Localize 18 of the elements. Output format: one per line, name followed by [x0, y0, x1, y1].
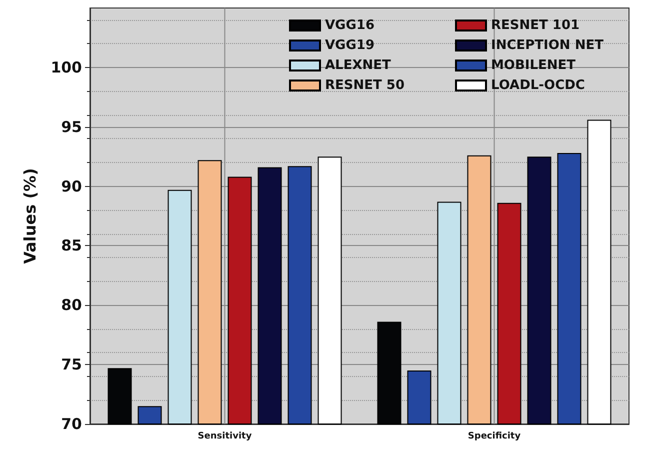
legend-label: RESNET 101 [491, 18, 580, 33]
legend-label: ALEXNET [325, 58, 392, 73]
y-axis-title: Values (%) [20, 168, 40, 264]
y-tick-label: 80 [61, 296, 82, 314]
legend-label: VGG16 [325, 18, 374, 33]
legend-label: LOADL-OCDC [491, 78, 585, 93]
x-tick-label: Sensitivity [198, 432, 252, 442]
y-tick-label: 75 [61, 356, 82, 374]
legend-label: VGG19 [325, 38, 374, 53]
legend-label: RESNET 50 [325, 78, 404, 93]
y-tick-label: 90 [61, 177, 82, 196]
y-tick-label: 95 [61, 118, 82, 136]
y-tick-label: 70 [61, 415, 82, 433]
legend-label: INCEPTION NET [491, 38, 604, 53]
y-tick-label: 100 [50, 58, 82, 76]
legend-label: MOBILENET [491, 58, 576, 73]
y-tick-label: 85 [61, 236, 82, 255]
x-tick-label: Specificity [468, 432, 521, 442]
